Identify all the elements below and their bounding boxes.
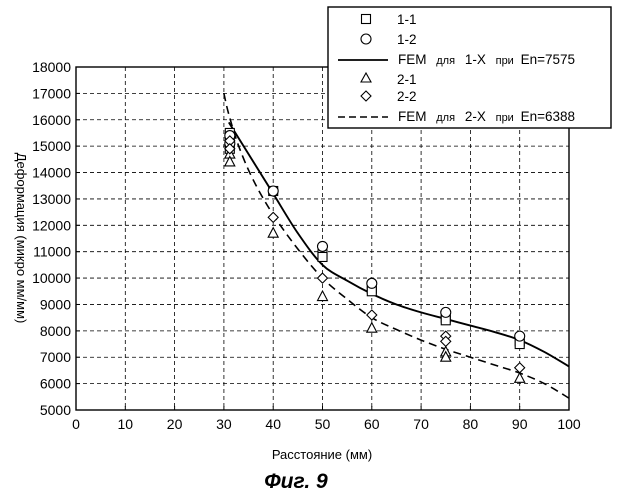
x-tick-label: 100 — [557, 416, 581, 432]
x-axis-label: Расстояние (мм) — [272, 447, 372, 462]
legend-fem-1-tail: 1-X — [465, 52, 486, 67]
fem-curves — [224, 93, 569, 398]
legend-label-fem-1: FEM для 1-X при En=7575 — [398, 52, 575, 67]
y-tick-label: 12000 — [32, 217, 71, 233]
diamond-marker — [268, 212, 278, 222]
circle-marker — [367, 278, 377, 288]
triangle-marker — [367, 323, 377, 333]
x-tick-label: 90 — [512, 416, 528, 432]
circle-marker — [515, 331, 525, 341]
diamond-marker — [367, 310, 377, 320]
y-tick-label: 18000 — [32, 59, 71, 75]
legend-label-1-2: 1-2 — [397, 32, 417, 47]
y-tick-label: 16000 — [32, 112, 71, 128]
triangle-marker — [515, 373, 525, 383]
x-tick-label: 0 — [72, 416, 80, 432]
x-tick-label: 10 — [118, 416, 134, 432]
y-tick-label: 17000 — [32, 85, 71, 101]
legend-fem-2-mid: для — [436, 112, 455, 124]
circle-marker — [268, 186, 278, 196]
x-tick-label: 50 — [315, 416, 331, 432]
x-tick-label: 70 — [413, 416, 429, 432]
legend-fem-1-value: En=7575 — [521, 52, 575, 67]
x-tick-label: 60 — [364, 416, 380, 432]
y-tick-label: 14000 — [32, 165, 71, 181]
y-tick-label: 6000 — [40, 376, 71, 392]
x-tick-label: 20 — [167, 416, 183, 432]
legend-label-fem-2: FEM для 2-X при En=6388 — [398, 109, 575, 124]
legend-fem-1-cond: при — [496, 55, 514, 67]
figure-caption: Фиг. 9 — [264, 470, 328, 493]
circle-marker — [441, 307, 451, 317]
data-markers — [225, 128, 525, 382]
legend-fem-2-cond: при — [496, 112, 514, 124]
x-tick-label: 80 — [463, 416, 479, 432]
y-tick-label: 11000 — [33, 244, 71, 260]
y-tick-label: 8000 — [40, 323, 71, 339]
y-axis-ticks: 5000 6000 7000 8000 9000 10000 11000 12000 13000… — [32, 59, 80, 418]
y-tick-label: 9000 — [40, 296, 71, 312]
y-tick-label: 5000 — [40, 402, 71, 418]
y-tick-label: 15000 — [32, 138, 71, 154]
y-tick-label: 7000 — [40, 349, 71, 365]
legend-label-1-1: 1-1 — [397, 12, 417, 27]
x-tick-label: 40 — [265, 416, 281, 432]
legend-circle-marker — [361, 34, 371, 44]
y-tick-label: 10000 — [32, 270, 71, 286]
legend-fem-2-name: FEM — [398, 109, 427, 124]
triangle-marker — [318, 291, 328, 301]
legend: 1-1 1-2 FEM для 1-X при En=7575 2-1 2-2 … — [328, 7, 611, 128]
y-axis-label: Деформация (микро мм/мм) — [14, 153, 29, 324]
legend-fem-1-name: FEM — [398, 52, 427, 67]
legend-fem-2-tail: 2-X — [465, 109, 486, 124]
diamond-marker — [318, 273, 328, 283]
x-tick-label: 30 — [216, 416, 232, 432]
legend-fem-1-mid: для — [436, 55, 455, 67]
legend-label-2-1: 2-1 — [397, 72, 417, 87]
circle-marker — [318, 241, 328, 251]
y-tick-label: 13000 — [32, 191, 71, 207]
legend-fem-2-value: En=6388 — [521, 109, 575, 124]
triangle-marker — [268, 228, 278, 238]
fem-curve-2x — [224, 93, 569, 398]
legend-label-2-2: 2-2 — [397, 89, 417, 104]
square-marker — [318, 252, 327, 261]
legend-square-marker — [362, 15, 371, 24]
